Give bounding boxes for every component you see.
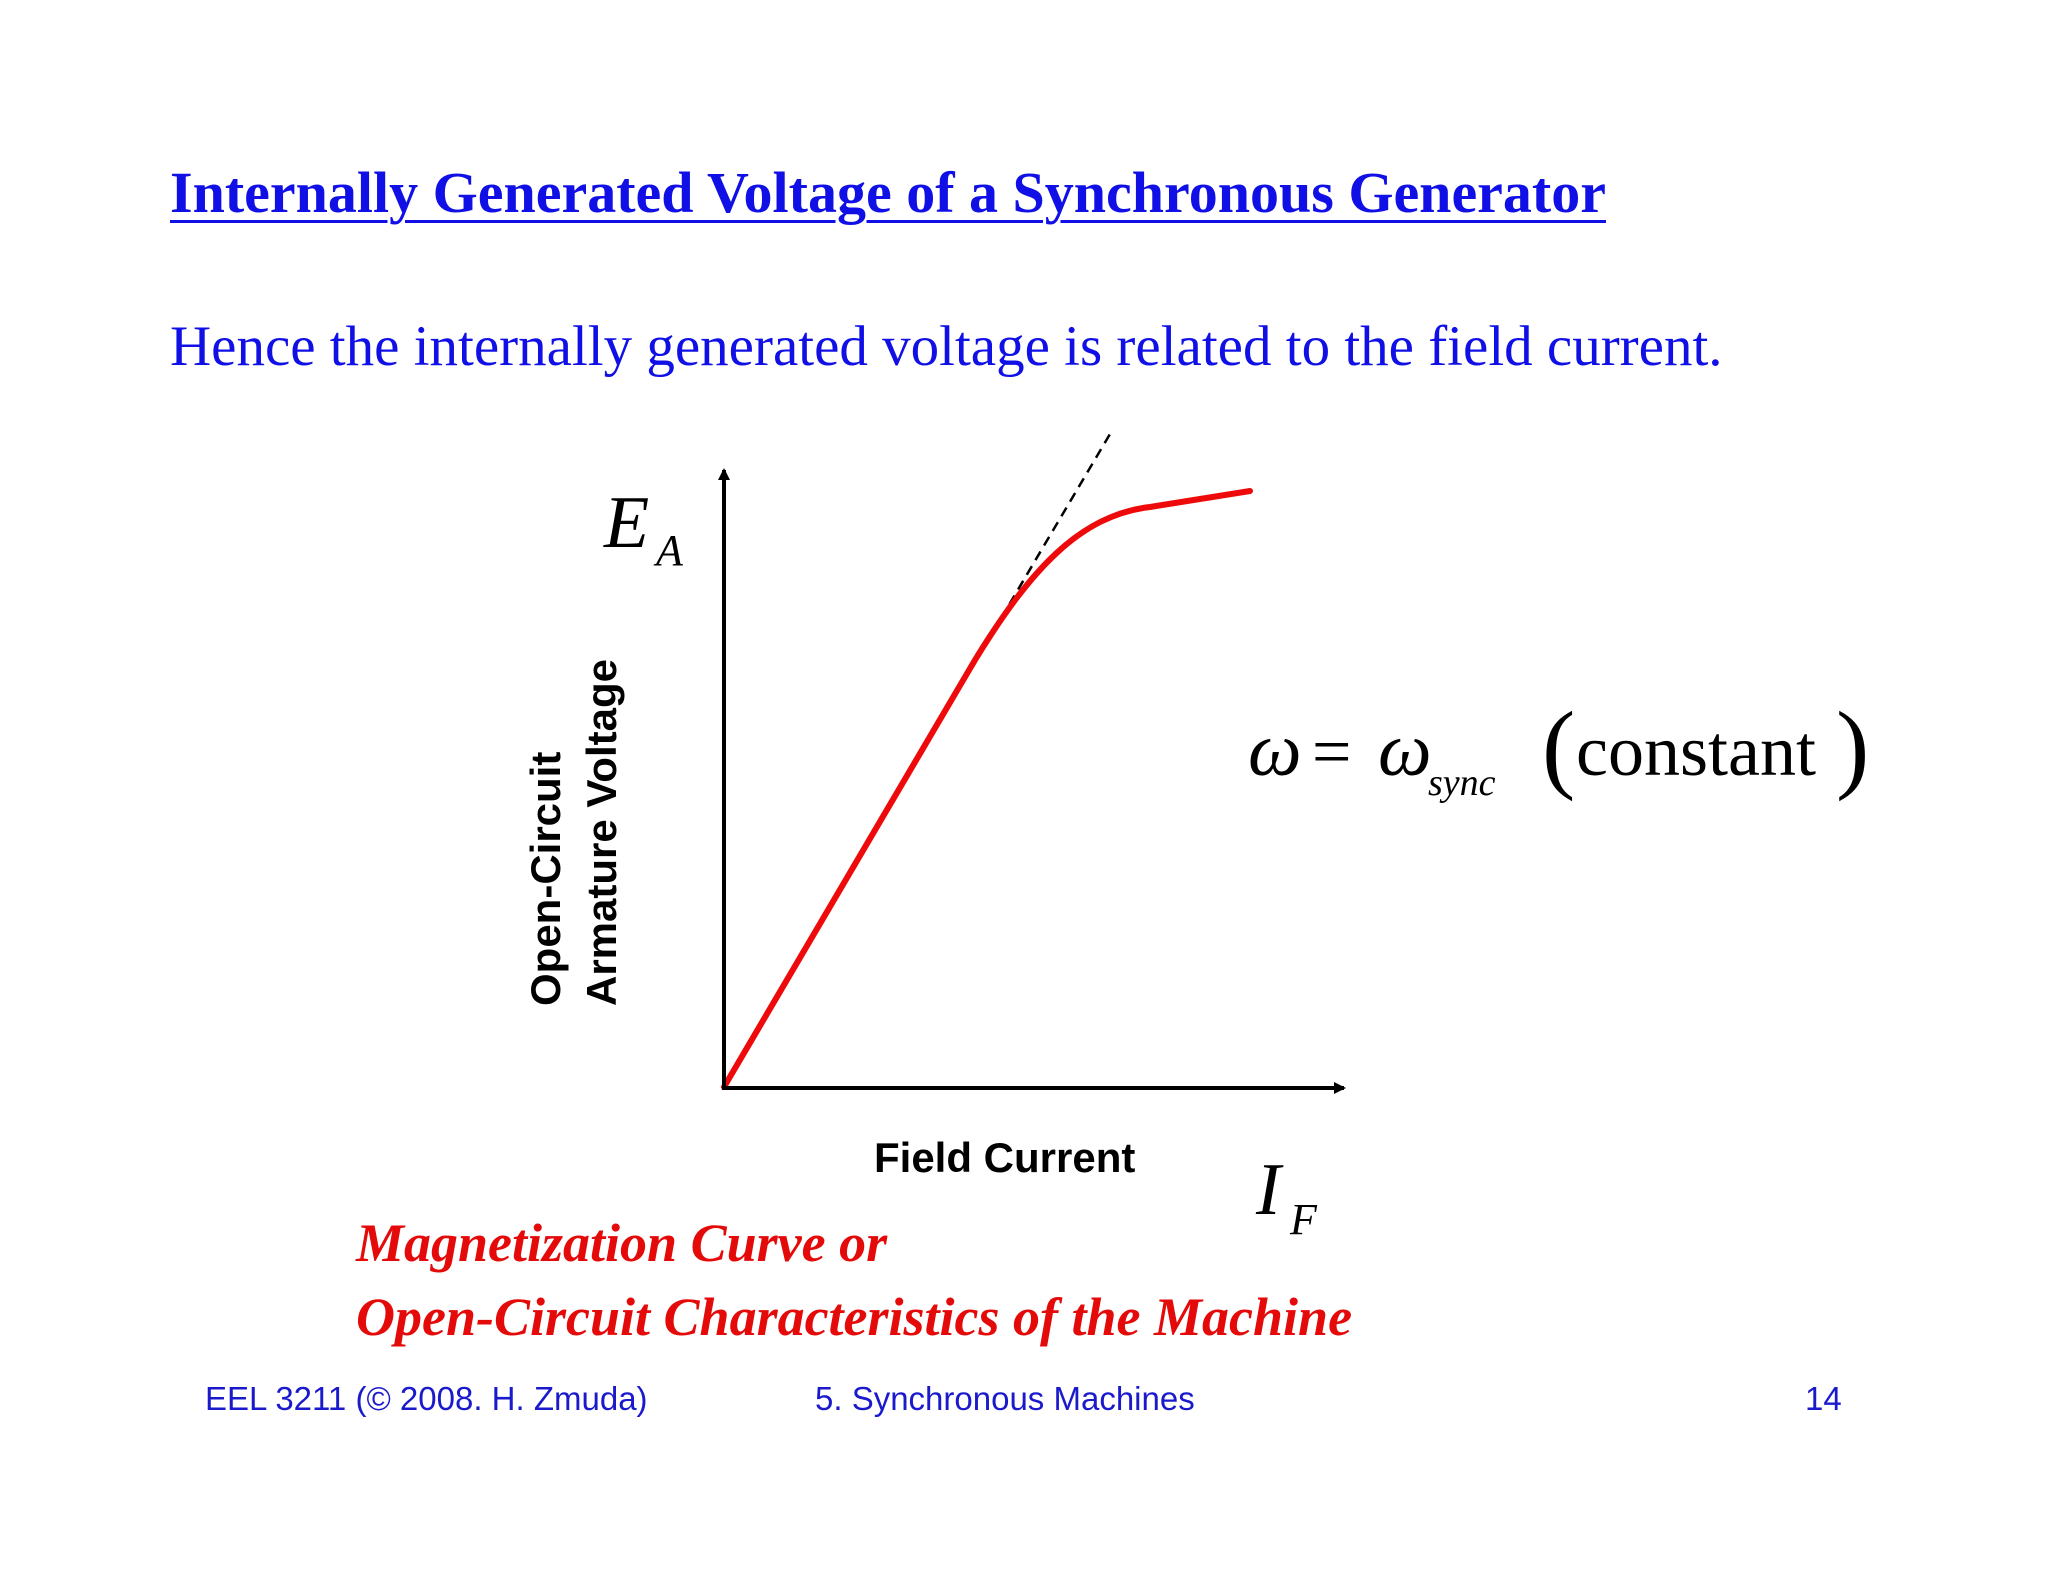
paren-close: ) xyxy=(1836,691,1869,802)
footer-course: EEL 3211 (© 2008. H. Zmuda) xyxy=(205,1380,648,1417)
paren-open: ( xyxy=(1542,691,1575,802)
x-axis-symbol: I F xyxy=(1255,1149,1318,1244)
omega-sync-symbol: ω xyxy=(1378,708,1432,792)
footer-page-number: 14 xyxy=(1805,1380,1842,1417)
constant-word: constant xyxy=(1576,711,1816,791)
y-axis-label-line2: Armature Voltage xyxy=(578,659,625,1006)
slide-title: Internally Generated Voltage of a Synchr… xyxy=(170,160,1606,225)
sync-speed-equation: ω = ω sync ( constant ) xyxy=(1248,691,1869,804)
equals-sign: = xyxy=(1312,714,1351,791)
slide-subtitle: Hence the internally generated voltage i… xyxy=(170,315,1723,378)
y-axis-symbol: E A xyxy=(603,482,684,575)
caption-line-1: Magnetization Curve or xyxy=(356,1213,888,1273)
x-axis-label: Field Current xyxy=(874,1134,1135,1181)
y-axis-label-line1: Open-Circuit xyxy=(522,752,569,1006)
footer-chapter: 5. Synchronous Machines xyxy=(815,1380,1195,1417)
magnetization-curve xyxy=(721,488,1253,1090)
sync-subscript: sync xyxy=(1428,762,1496,804)
omega-symbol: ω xyxy=(1248,708,1302,792)
caption-line-2: Open-Circuit Characteristics of the Mach… xyxy=(356,1287,1353,1347)
